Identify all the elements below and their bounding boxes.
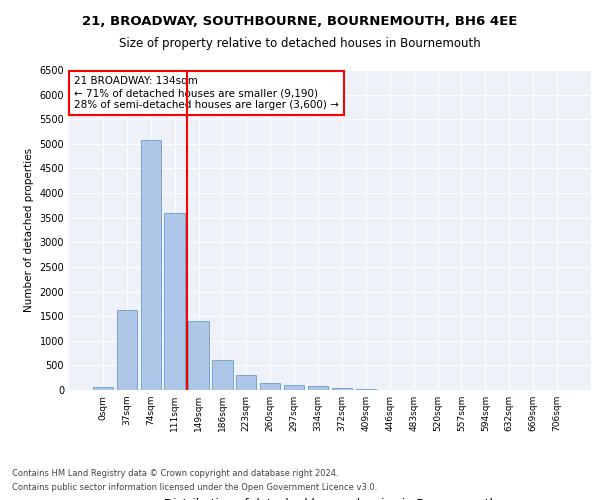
Y-axis label: Number of detached properties: Number of detached properties (24, 148, 34, 312)
Bar (93, 387, 113, 390)
Bar (140, 140, 161, 390)
Text: 21, BROADWAY, SOUTHBOURNE, BOURNEMOUTH, BH6 4EE: 21, BROADWAY, SOUTHBOURNE, BOURNEMOUTH, … (82, 15, 518, 28)
Bar (164, 213, 185, 390)
Bar (236, 376, 256, 390)
Bar (356, 389, 376, 390)
Bar (116, 310, 137, 390)
Bar (260, 382, 280, 390)
Text: Contains public sector information licensed under the Open Government Licence v3: Contains public sector information licen… (12, 484, 377, 492)
Bar (212, 360, 233, 390)
Text: 21 BROADWAY: 134sqm
← 71% of detached houses are smaller (9,190)
28% of semi-det: 21 BROADWAY: 134sqm ← 71% of detached ho… (74, 76, 339, 110)
Text: Contains HM Land Registry data © Crown copyright and database right 2024.: Contains HM Land Registry data © Crown c… (12, 468, 338, 477)
Bar (188, 321, 209, 390)
Bar (308, 386, 328, 390)
X-axis label: Distribution of detached houses by size in Bournemouth: Distribution of detached houses by size … (163, 498, 497, 500)
Bar (284, 384, 304, 390)
Bar (332, 388, 352, 390)
Text: Size of property relative to detached houses in Bournemouth: Size of property relative to detached ho… (119, 38, 481, 51)
